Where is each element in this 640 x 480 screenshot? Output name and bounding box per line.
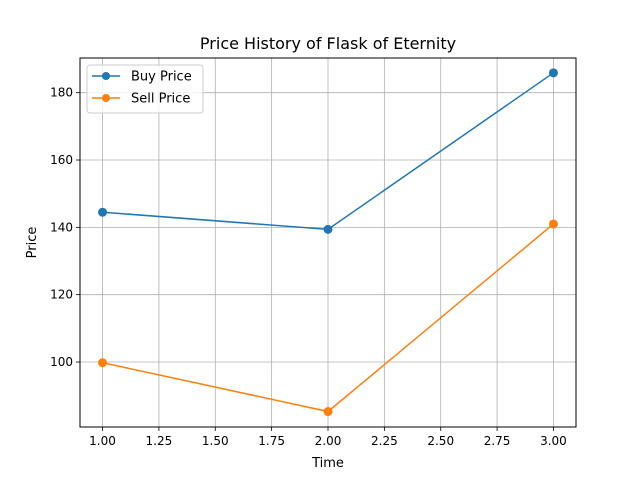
buy-price-point [548, 68, 558, 78]
x-tick-label: 2.00 [315, 434, 342, 448]
x-tick-label: 2.50 [427, 434, 454, 448]
x-tick-label: 1.75 [258, 434, 285, 448]
ticks: 1.00 1.25 1.50 1.75 2.00 2.25 2.50 2.75 3.00 100 1… [50, 86, 567, 448]
x-tick-label: 1.25 [146, 434, 173, 448]
sell-price-legend-label: Sell Price [131, 92, 190, 107]
buy-price-legend-marker [102, 72, 110, 80]
y-tick-label: 160 [50, 153, 73, 167]
y-tick-label: 100 [50, 355, 73, 369]
chart-title: Price History of Flask of Eternity [200, 34, 456, 53]
sell-price-point [323, 407, 333, 417]
series-layer [98, 68, 558, 417]
buy-price-point [323, 224, 333, 234]
legend-entries: Buy Price Sell Price [92, 70, 192, 107]
sell-price-point [548, 219, 558, 229]
grid [80, 58, 576, 427]
y-tick-label: 120 [50, 288, 73, 302]
sell-price-point [98, 358, 108, 368]
legend: Buy Price Sell Price [86, 64, 204, 114]
x-tick-label: 1.50 [202, 434, 229, 448]
sell-price-legend-marker [102, 94, 110, 102]
y-axis-label: Price [25, 227, 40, 259]
x-tick-label: 2.25 [371, 434, 398, 448]
x-tick-label: 3.00 [540, 434, 567, 448]
x-axis-label: Time [311, 456, 344, 471]
x-tick-label: 1.00 [89, 434, 116, 448]
buy-price-point [98, 207, 108, 217]
y-tick-label: 140 [50, 220, 73, 234]
buy-price-legend-label: Buy Price [131, 70, 192, 85]
x-tick-label: 2.75 [484, 434, 511, 448]
legend-box [86, 64, 204, 114]
y-tick-label: 180 [50, 86, 73, 100]
